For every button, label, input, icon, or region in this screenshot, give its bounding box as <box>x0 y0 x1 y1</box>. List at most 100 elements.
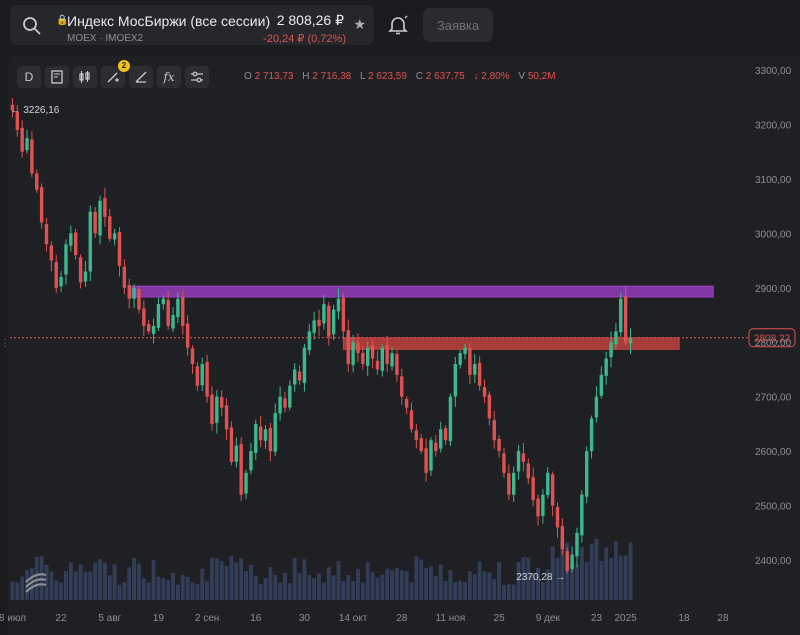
candle-body <box>83 271 88 282</box>
candle-body <box>103 198 107 217</box>
candle-body <box>565 551 569 571</box>
volume-bar <box>341 581 346 600</box>
volume-bar <box>609 558 613 600</box>
candle-body <box>507 473 511 495</box>
volume-bar <box>536 567 540 600</box>
instrument-card[interactable]: 🔒 Индекс МосБиржи (все сессии) MOEX · IM… <box>10 5 374 45</box>
x-tick-label: 22 <box>56 613 68 624</box>
indicators-button[interactable] <box>45 66 69 88</box>
candle-body <box>468 348 472 375</box>
candle-body <box>195 366 200 386</box>
lock-icon: 🔒 <box>56 15 69 26</box>
volume-bar <box>214 558 219 600</box>
candle-body <box>555 506 560 528</box>
volume-bar <box>151 559 156 600</box>
candle-body <box>156 304 161 328</box>
volume-bar <box>599 561 604 600</box>
volume-bar <box>506 584 511 600</box>
trendline-plus-icon <box>107 72 119 83</box>
x-tick-label: 25 <box>494 613 506 624</box>
volume-bar <box>93 562 98 600</box>
order-button[interactable]: Заявка <box>423 8 493 42</box>
candle-body <box>117 232 122 266</box>
x-tick-label: 8 июл <box>0 613 26 624</box>
candle-body <box>370 345 375 359</box>
volume-bar <box>175 584 180 600</box>
volume-bar <box>224 565 229 600</box>
candle-body <box>205 361 209 397</box>
volume-bar <box>287 583 292 600</box>
x-tick-label: 11 ноя <box>436 613 466 624</box>
candle-body <box>10 104 15 111</box>
ohlc-low: 2 623,59 <box>368 71 407 82</box>
volume-bar <box>438 564 443 600</box>
candle-body <box>448 396 453 442</box>
candle-body <box>219 397 224 408</box>
settings-button[interactable] <box>185 66 209 88</box>
volume-bar <box>253 575 258 600</box>
y-tick-label: 3100,00 <box>755 175 792 186</box>
volume-bar <box>375 577 380 600</box>
candle-body <box>59 276 63 287</box>
volume-bar <box>244 570 248 600</box>
instrument-title: Индекс МосБиржи (все сессии) <box>67 13 271 29</box>
x-tick-label: 16 <box>250 613 262 624</box>
candle-body <box>15 111 20 130</box>
ohlc-l-label: L <box>360 71 366 82</box>
candle-body <box>619 298 623 333</box>
candle-body <box>292 369 297 385</box>
y-tick-label: 2600,00 <box>755 447 792 458</box>
formula-button[interactable]: fx <box>157 66 181 88</box>
left-edge-handle[interactable]: ⋮ <box>0 338 10 349</box>
candle-body <box>112 233 117 240</box>
candle-body <box>249 451 253 471</box>
volume-bar <box>467 571 472 600</box>
candle-body <box>39 187 44 223</box>
ruler-icon <box>135 71 147 83</box>
candle-body <box>502 453 506 473</box>
candle-body <box>200 364 204 386</box>
candle-body <box>589 418 594 452</box>
candle-body <box>317 319 321 326</box>
candle-body <box>575 532 579 557</box>
favorite-star-icon[interactable]: ★ <box>353 16 366 32</box>
candle-body <box>166 299 170 326</box>
candle-body <box>623 296 628 343</box>
chart-type-button[interactable] <box>73 66 97 88</box>
ruler-button[interactable] <box>129 66 153 88</box>
interval-button[interactable]: D <box>17 66 41 88</box>
volume-bar <box>492 578 497 600</box>
candle-body <box>151 325 156 334</box>
x-tick-label: 30 <box>299 613 311 624</box>
candle-body <box>312 320 316 333</box>
candle-body <box>375 360 380 370</box>
candle-body <box>302 347 307 383</box>
volume-bar <box>453 582 458 600</box>
volume-bar <box>360 582 365 600</box>
volume-bar <box>409 582 414 600</box>
volume-bar <box>64 570 68 600</box>
bell-icon[interactable] <box>388 15 408 35</box>
volume-bar <box>365 562 370 600</box>
search-icon[interactable] <box>22 16 42 36</box>
candle-body <box>356 342 360 354</box>
y-tick-label: 3200,00 <box>755 120 792 131</box>
volume-bar <box>575 564 579 600</box>
volume-bar <box>307 574 312 600</box>
candle-body <box>122 266 127 288</box>
drawing-tools-button[interactable]: 2 <box>101 60 130 88</box>
candle-body <box>604 358 608 376</box>
volume-bar <box>570 564 575 600</box>
volume-bar <box>531 573 536 600</box>
volume-bar <box>497 562 502 600</box>
x-tick-label: 2 сен <box>195 613 219 624</box>
volume-bar <box>88 571 93 600</box>
candle-body <box>536 498 540 517</box>
candle-body <box>434 442 438 452</box>
candle-body <box>69 233 73 246</box>
volume-bar <box>399 570 404 600</box>
candle-body <box>78 257 83 283</box>
candle-body <box>546 472 550 495</box>
volume-bar <box>584 562 589 600</box>
